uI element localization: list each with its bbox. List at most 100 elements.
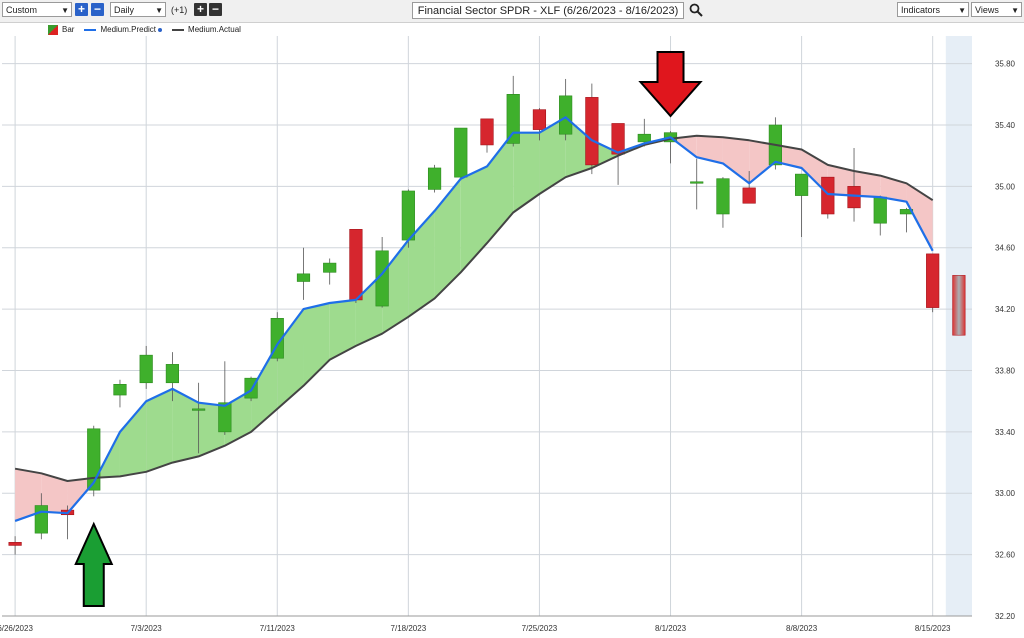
candle-body xyxy=(34,505,48,534)
chart-title[interactable]: Financial Sector SPDR - XLF (6/26/2023 -… xyxy=(412,2,684,19)
x-tick-label: 7/11/2023 xyxy=(260,624,296,633)
candle-body xyxy=(375,250,389,307)
legend-label: Medium.Predict xyxy=(100,25,157,34)
legend-item-actual[interactable]: Medium.Actual xyxy=(172,24,241,36)
spread-fill xyxy=(119,401,147,477)
candle-body xyxy=(165,364,179,384)
spread-fill xyxy=(277,309,304,409)
indicators-button[interactable]: Indicators ▼ xyxy=(897,2,969,17)
spread-fill xyxy=(329,299,356,360)
y-tick-label: 35.80 xyxy=(995,60,1016,69)
legend-label: Bar xyxy=(62,25,75,34)
candle-body xyxy=(218,402,232,433)
spread-fill xyxy=(513,132,540,213)
line-swatch-icon xyxy=(172,29,185,31)
y-tick-label: 33.80 xyxy=(995,366,1016,375)
candle-body xyxy=(480,118,494,146)
x-tick-label: 8/8/2023 xyxy=(786,624,818,633)
forecast-bar xyxy=(952,275,966,336)
candle-body xyxy=(847,186,861,209)
spread-fill xyxy=(460,166,487,273)
x-tick-label: 6/26/2023 xyxy=(0,624,33,633)
series-line-actual xyxy=(14,134,934,482)
legend-item-predict[interactable]: Medium.Predict xyxy=(84,24,163,36)
remove-icon[interactable]: − xyxy=(209,3,222,16)
candle-body xyxy=(349,229,363,301)
candle-body xyxy=(742,187,756,204)
line-swatch-icon xyxy=(84,29,97,31)
y-tick-label: 35.40 xyxy=(995,121,1016,130)
chevron-down-icon: ▼ xyxy=(61,6,69,15)
views-button[interactable]: Views ▼ xyxy=(971,2,1022,17)
candle-body xyxy=(8,542,22,546)
candle-body xyxy=(427,167,442,190)
buy-signal-arrow-icon xyxy=(74,521,114,607)
period-select[interactable]: Daily ▼ xyxy=(110,2,166,17)
y-tick-label: 33.40 xyxy=(995,428,1016,437)
y-tick-label: 34.20 xyxy=(995,305,1016,314)
y-tick-label: 33.00 xyxy=(995,489,1016,498)
chart-legend: Bar Medium.Predict Medium.Actual xyxy=(48,24,241,36)
y-tick-label: 34.60 xyxy=(995,244,1016,253)
spread-fill xyxy=(696,135,723,164)
range-select[interactable]: Custom ▼ xyxy=(2,2,72,17)
candle-body xyxy=(113,384,127,396)
x-tick-label: 7/25/2023 xyxy=(522,624,558,633)
legend-label: Medium.Actual xyxy=(188,25,241,34)
x-tick-label: 7/18/2023 xyxy=(391,624,427,633)
candle-body xyxy=(795,173,809,196)
settings-dot-icon[interactable] xyxy=(158,28,163,32)
range-select-value: Custom xyxy=(6,5,38,15)
candle-body xyxy=(585,97,599,166)
spread-fill xyxy=(906,183,933,251)
spread-fill xyxy=(722,137,750,184)
candle-body xyxy=(506,94,520,144)
sell-signal-arrow-icon xyxy=(638,51,703,118)
x-tick-label: 7/3/2023 xyxy=(131,624,163,633)
period-offset: (+1) xyxy=(171,5,188,15)
search-icon[interactable] xyxy=(689,3,703,17)
spread-fill xyxy=(251,344,278,432)
legend-item-bar[interactable]: Bar xyxy=(48,24,74,36)
spread-fill xyxy=(539,117,566,195)
candle-body xyxy=(454,127,468,178)
candle-body xyxy=(690,181,704,184)
spread-fill xyxy=(434,178,461,299)
candle-body xyxy=(323,262,337,273)
add-icon[interactable]: + xyxy=(194,3,207,16)
candle-body xyxy=(716,178,730,215)
candle-body xyxy=(926,253,940,308)
spread-fill xyxy=(382,240,409,334)
spread-fill xyxy=(487,132,514,244)
x-tick-label: 8/15/2023 xyxy=(915,624,951,633)
candle-body xyxy=(611,123,625,155)
spread-fill xyxy=(41,473,68,514)
views-label: Views xyxy=(975,5,999,15)
period-select-value: Daily xyxy=(114,5,135,15)
candle-body xyxy=(401,190,415,241)
y-tick-label: 35.00 xyxy=(995,182,1016,191)
series-line-predict xyxy=(14,116,934,522)
spread-fill xyxy=(172,388,199,463)
candle-body xyxy=(296,273,311,282)
chevron-down-icon: ▼ xyxy=(1011,6,1019,15)
toolbar: Custom ▼ + − Daily ▼ (+1) + − Financial … xyxy=(0,0,1024,23)
zoom-in-icon[interactable]: + xyxy=(75,3,88,16)
y-tick-label: 32.20 xyxy=(995,612,1016,621)
chevron-down-icon: ▼ xyxy=(958,6,966,15)
zoom-out-icon[interactable]: − xyxy=(91,3,104,16)
candle-body xyxy=(559,95,573,135)
bar-swatch-icon xyxy=(48,25,58,35)
indicators-label: Indicators xyxy=(901,5,941,15)
candle-body xyxy=(139,354,153,384)
candle-body xyxy=(192,408,206,411)
y-tick-label: 32.60 xyxy=(995,551,1016,560)
x-tick-label: 8/1/2023 xyxy=(655,624,687,633)
candle-body xyxy=(532,109,547,130)
candle-body xyxy=(821,176,835,215)
spread-fill xyxy=(146,388,173,472)
chevron-down-icon: ▼ xyxy=(155,6,163,15)
candle-body xyxy=(637,133,651,143)
candle-body xyxy=(873,196,887,224)
